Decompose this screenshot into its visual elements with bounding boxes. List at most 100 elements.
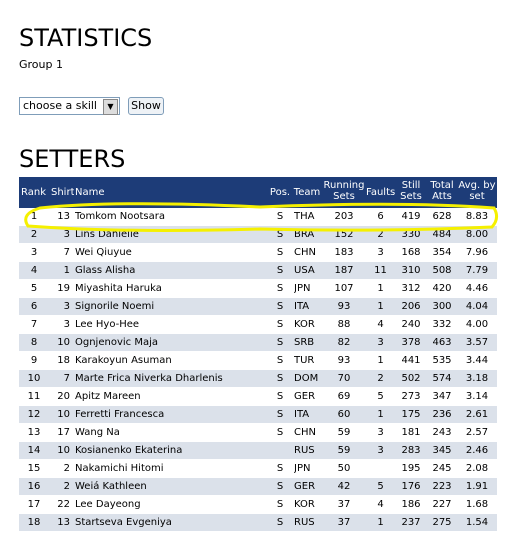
table-cell: 37	[337, 517, 351, 528]
table-cell: 2.57	[465, 427, 489, 438]
table-cell: 273	[401, 391, 421, 402]
show-button[interactable]: Show	[128, 97, 164, 115]
table-cell: 82	[337, 337, 351, 348]
table-cell: 4.00	[465, 319, 489, 330]
table-cell: 223	[432, 481, 452, 492]
table-cell: 1	[377, 517, 384, 528]
table-cell: Ognjenovic Maja	[75, 337, 158, 348]
row-band	[19, 316, 497, 334]
table-cell: 3	[63, 229, 70, 240]
select-arrow: ▼	[103, 99, 118, 115]
select-text: choose a skill	[23, 99, 97, 112]
table-cell: 535	[432, 355, 452, 366]
table-cell: 2	[377, 229, 384, 240]
table-cell: Lins Danielle	[75, 229, 139, 240]
row-band	[19, 298, 497, 316]
table-cell: 2	[63, 481, 70, 492]
table-cell: 1	[30, 211, 38, 222]
table-cell: Lee Hyo-Hee	[75, 319, 140, 330]
table-cell: 88	[337, 319, 351, 330]
table-cell: 300	[432, 301, 452, 312]
table-cell: 9	[30, 355, 38, 366]
table-cell: 1	[377, 301, 384, 312]
table-cell: 15	[27, 463, 41, 474]
table-cell: 13	[57, 211, 70, 222]
table-cell: 17	[27, 499, 41, 510]
table-cell: DOM	[294, 373, 319, 384]
table-cell: 7	[30, 319, 38, 330]
table-cell: Wang Na	[75, 427, 120, 438]
table-cell: JPN	[294, 283, 311, 294]
table-cell: S	[276, 319, 284, 330]
row-band	[19, 460, 497, 478]
table-cell: 4.04	[465, 301, 489, 312]
row-band	[19, 424, 497, 442]
table-cell: S	[276, 409, 284, 420]
table-cell: 245	[432, 463, 452, 474]
table-cell: JPN	[294, 463, 311, 474]
table-cell: Nakamichi Hitomi	[75, 463, 164, 474]
table-cell: 441	[401, 355, 421, 366]
table-cell: 484	[432, 229, 452, 240]
table-cell: 13	[27, 427, 41, 438]
table-cell: Lee Dayeong	[75, 499, 141, 510]
table-cell: Miyashita Haruka	[75, 283, 162, 294]
table-cell: RUS	[294, 445, 315, 456]
table-cell: Marte Frica Niverka Dharlenis	[75, 373, 223, 384]
table-cell: 1	[377, 355, 384, 366]
table-cell: 10	[57, 337, 70, 348]
table-cell: 18	[27, 517, 41, 528]
table-cell: S	[276, 517, 284, 528]
table-cell: Kosianenko Ekaterina	[75, 445, 183, 456]
table-cell: TUR	[294, 355, 315, 366]
table-cell: 42	[337, 481, 351, 492]
table-cell: 1	[377, 283, 384, 294]
table-cell: 10	[57, 409, 70, 420]
section-title: SETTERS	[19, 145, 126, 173]
table-cell: S	[276, 211, 284, 222]
table-cell: 3	[377, 445, 384, 456]
table-cell: 240	[401, 319, 421, 330]
table-cell: KOR	[294, 499, 315, 510]
table-cell: 1	[63, 265, 70, 276]
header-band	[19, 177, 497, 208]
table-cell: 6	[377, 211, 384, 222]
page-title: STATISTICS	[19, 24, 153, 52]
table-cell: RUS	[294, 517, 315, 528]
table-cell: CHN	[294, 427, 316, 438]
table-cell: 628	[432, 211, 452, 222]
table-cell: GER	[294, 481, 316, 492]
table-cell: S	[276, 355, 284, 366]
table-cell: 5	[377, 481, 384, 492]
table-cell: 16	[27, 481, 41, 492]
table-cell: 5	[30, 283, 38, 294]
table-cell: 69	[337, 391, 351, 402]
table-cell: 20	[57, 391, 70, 402]
table-cell: S	[276, 337, 284, 348]
table-cell: 8	[30, 337, 38, 348]
table-cell: 354	[432, 247, 452, 258]
table-cell: S	[276, 427, 284, 438]
skill-select[interactable]: choose a skill ▼	[19, 97, 120, 115]
table-cell: 4.46	[465, 283, 489, 294]
table-cell: 14	[27, 445, 41, 456]
row-band	[19, 370, 497, 388]
table-cell: 3.14	[465, 391, 489, 402]
stats-table: Rank Shirt Name Pos. Team Running Sets Faults S…	[19, 177, 497, 532]
table-cell: 3.18	[465, 373, 489, 384]
table-cell: 2	[30, 229, 38, 240]
table-cell: S	[276, 463, 284, 474]
column-header: Team	[293, 187, 321, 198]
table-cell: 93	[337, 301, 351, 312]
table-cell: 236	[432, 409, 452, 420]
table-cell: Signorile Noemi	[75, 301, 155, 312]
table-cell: 7.96	[465, 247, 489, 258]
table-cell: Ferretti Francesca	[75, 409, 165, 420]
table-cell: SRB	[294, 337, 315, 348]
row-band	[19, 208, 497, 226]
table-cell: 37	[337, 499, 351, 510]
table-cell: 7.79	[465, 265, 489, 276]
table-cell: 22	[57, 499, 70, 510]
table-cell: 332	[432, 319, 452, 330]
